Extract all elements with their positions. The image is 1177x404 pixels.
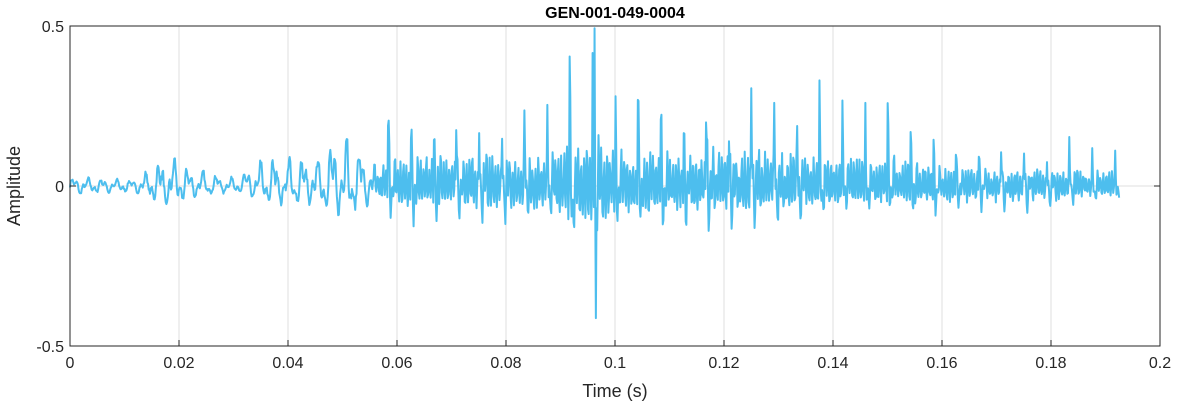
x-tick-label: 0.1 xyxy=(604,355,626,372)
x-tick-label: 0.2 xyxy=(1149,355,1171,372)
x-axis-label: Time (s) xyxy=(582,381,647,401)
series-layer xyxy=(69,27,1121,320)
x-tick-label: 0.12 xyxy=(708,355,739,372)
waveform-line xyxy=(69,27,1121,320)
x-tick-label: 0.16 xyxy=(926,355,957,372)
x-tick-label: 0.02 xyxy=(163,355,194,372)
x-tick-label: 0.08 xyxy=(490,355,521,372)
y-tick-label: 0.5 xyxy=(42,19,64,36)
x-tick-label: 0 xyxy=(66,355,75,372)
y-axis-label: Amplitude xyxy=(4,146,24,226)
x-tick-label: 0.18 xyxy=(1035,355,1066,372)
x-tick-label: 0.14 xyxy=(817,355,848,372)
chart-title: GEN-001-049-0004 xyxy=(545,5,685,22)
tick-labels: 0 0.02 0.04 0.06 0.08 0.1 0.12 0.14 0.16 0.18 0.2 -… xyxy=(36,19,1171,372)
x-tick-label: 0.06 xyxy=(381,355,412,372)
x-tick-label: 0.04 xyxy=(272,355,303,372)
y-tick-label: -0.5 xyxy=(36,339,64,356)
y-tick-label: 0 xyxy=(55,179,64,196)
tick-marks xyxy=(69,25,1161,347)
